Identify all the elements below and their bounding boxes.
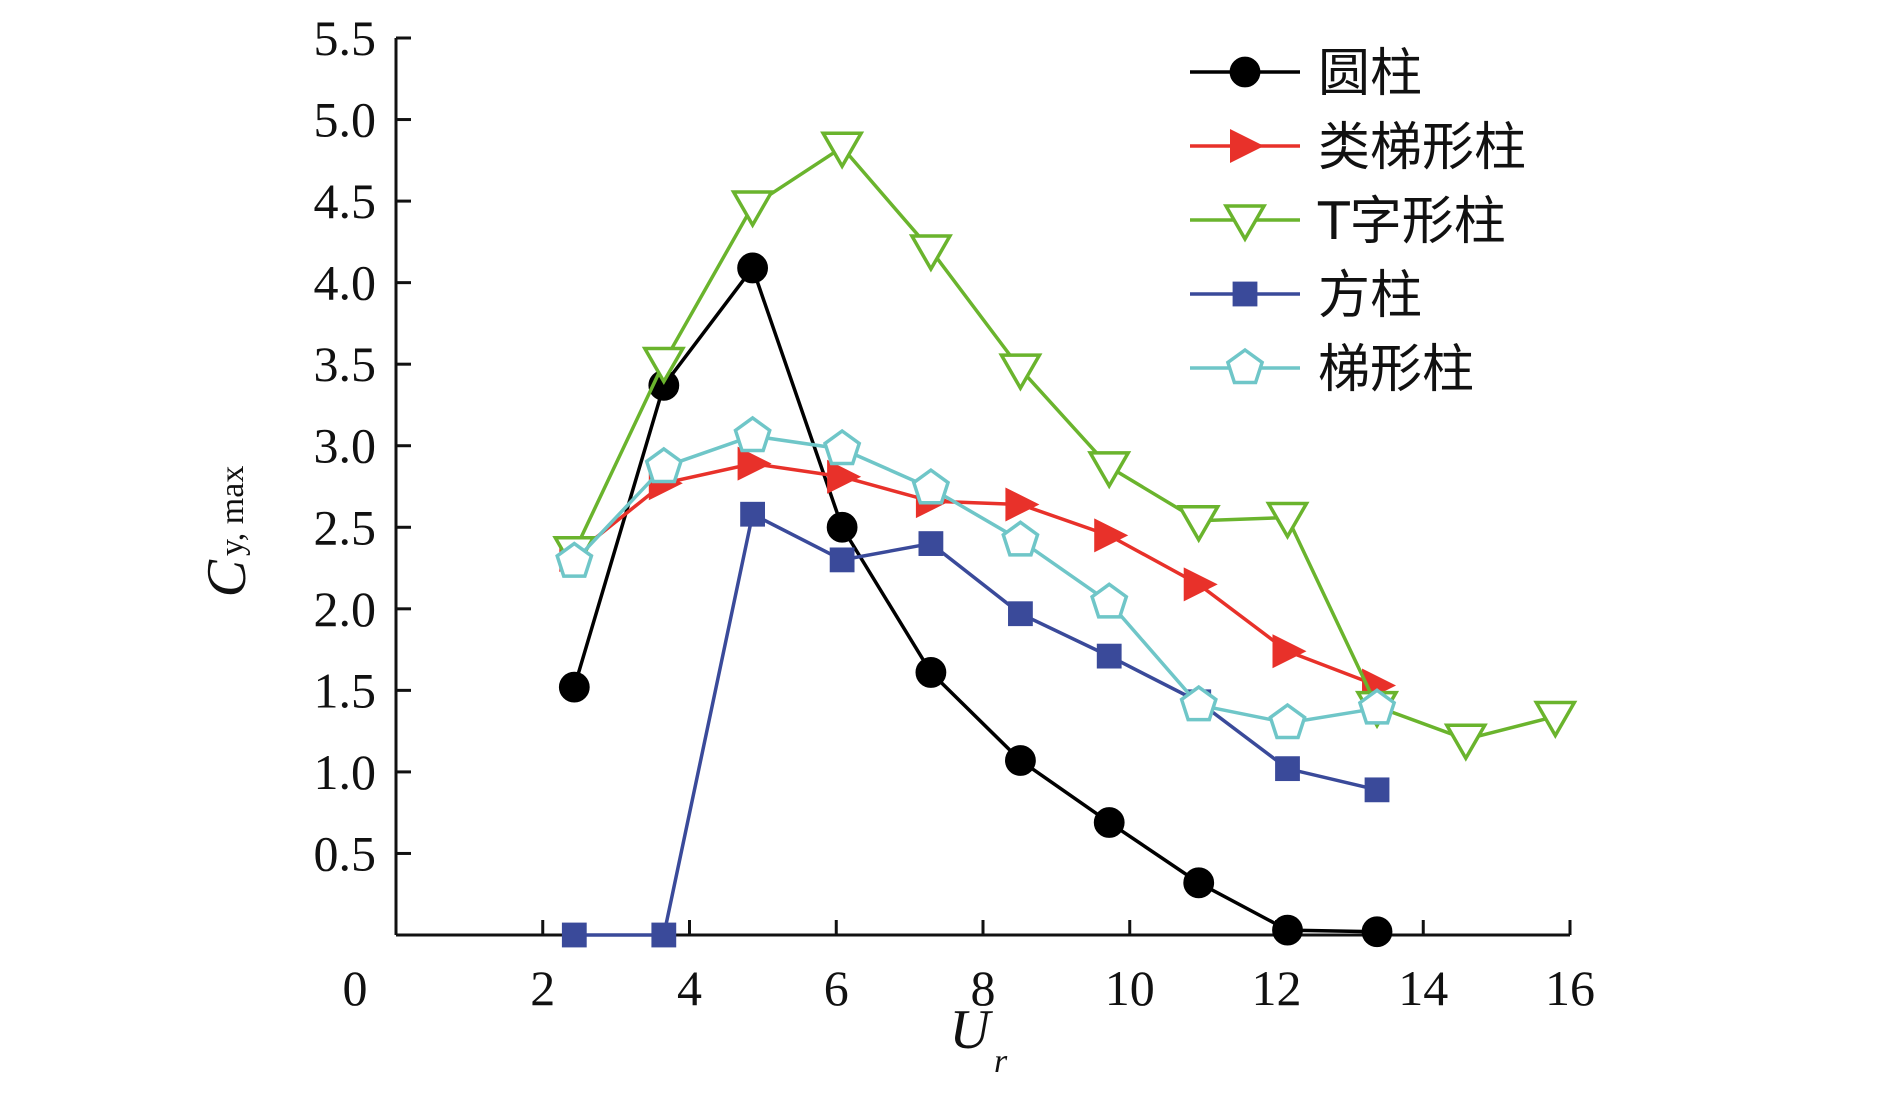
legend-marker <box>1222 204 1268 243</box>
legend-label: 圆柱 <box>1318 44 1422 104</box>
data-point <box>1183 567 1218 602</box>
y-tick-label: 1.5 <box>314 662 377 718</box>
data-point <box>644 446 683 484</box>
y-tick-label: 4.5 <box>314 173 377 229</box>
data-point <box>1268 702 1307 740</box>
data-point <box>641 346 686 386</box>
data-point <box>1272 914 1303 946</box>
series-layer <box>552 131 1578 948</box>
legend-entry: 方柱 <box>1190 266 1422 326</box>
y-tick-label: 5.0 <box>314 92 377 148</box>
x-tick-label: 4 <box>677 960 702 1016</box>
x-tick-label: 8 <box>971 960 996 1016</box>
data-point <box>911 467 951 505</box>
y-axis-title-sub: y, max <box>214 466 251 556</box>
data-point <box>1090 582 1129 619</box>
data-point <box>820 131 865 170</box>
legend-label: 类梯形柱 <box>1318 118 1526 178</box>
legend-marker <box>1225 347 1265 385</box>
data-point <box>1272 634 1307 669</box>
data-point <box>1001 520 1040 557</box>
data-point <box>1179 684 1218 722</box>
x-axis-title-main: U <box>950 999 994 1061</box>
x-axis-title: U r <box>950 999 1008 1080</box>
data-point <box>1265 501 1310 540</box>
legend-entry: 圆柱 <box>1190 44 1422 104</box>
data-point <box>561 922 587 948</box>
x-tick-label: 2 <box>530 960 555 1016</box>
x-tick-label: 6 <box>824 960 849 1016</box>
data-point <box>1364 777 1390 803</box>
data-point <box>918 531 944 556</box>
y-tick-label: 3.5 <box>314 336 377 392</box>
series-2 <box>559 446 1397 703</box>
series-5 <box>555 415 1397 740</box>
y-axis-title-main: C <box>196 559 258 597</box>
data-point <box>737 446 772 481</box>
x-tick-label: 14 <box>1398 960 1448 1016</box>
y-tick-label: 3.0 <box>314 418 377 474</box>
origin-label: 0 <box>343 960 368 1016</box>
data-point <box>1005 745 1036 776</box>
legend-label: 梯形柱 <box>1318 340 1474 400</box>
data-point <box>737 252 769 284</box>
data-point <box>1008 601 1033 627</box>
x-tick-label: 10 <box>1105 960 1155 1016</box>
series-line <box>572 264 1378 934</box>
data-point <box>827 459 862 494</box>
data-point <box>1093 807 1125 838</box>
data-point <box>822 428 862 466</box>
series-4 <box>561 501 1390 948</box>
data-point <box>1275 756 1300 782</box>
axes: 0.5 1.0 1.5 2.0 2.5 3.0 3.5 4.0 4.5 5.0 5.5 2 4 6 8 10 1… <box>314 10 1596 1016</box>
legend-marker <box>1229 56 1261 88</box>
legend-entry: 梯形柱 <box>1190 340 1474 400</box>
y-tick-label: 0.5 <box>314 825 377 881</box>
data-point <box>1096 643 1122 669</box>
x-axis-title-sub: r <box>994 1043 1008 1080</box>
data-point <box>998 353 1043 392</box>
legend-entry: T字形柱 <box>1190 192 1506 252</box>
data-point <box>555 541 594 578</box>
data-point <box>1094 518 1129 553</box>
series-line <box>574 511 1378 937</box>
data-point <box>908 234 953 273</box>
data-point <box>915 657 947 688</box>
data-point <box>740 501 766 527</box>
y-tick-label: 4.0 <box>314 255 377 311</box>
y-tick-label: 1.0 <box>314 744 377 800</box>
data-point <box>826 511 858 543</box>
legend-marker <box>1230 129 1264 163</box>
data-point <box>1533 700 1578 739</box>
legend-marker <box>1232 281 1258 307</box>
data-point <box>733 415 772 453</box>
data-point <box>1361 916 1393 948</box>
data-point <box>730 190 775 229</box>
legend-label: 方柱 <box>1318 266 1422 326</box>
y-tick-label: 5.5 <box>314 10 377 66</box>
data-point <box>651 922 677 948</box>
series-line <box>573 434 1378 725</box>
data-point <box>558 671 590 703</box>
data-point <box>1176 504 1221 544</box>
y-tick-label: 2.0 <box>314 581 377 637</box>
y-tick-label: 2.5 <box>314 499 377 555</box>
data-point <box>829 547 855 573</box>
legend-label: T字形柱 <box>1317 192 1506 252</box>
x-tick-label: 16 <box>1545 960 1595 1016</box>
y-axis-title: C y, max <box>196 466 258 598</box>
data-point <box>1005 487 1040 522</box>
data-point <box>1087 451 1132 490</box>
data-point <box>1183 867 1215 899</box>
data-point <box>1443 723 1488 762</box>
series-line <box>573 461 1378 688</box>
x-tick-label: 12 <box>1252 960 1302 1016</box>
data-point <box>1357 688 1397 725</box>
legend-entry: 类梯形柱 <box>1190 118 1526 178</box>
series-1 <box>558 252 1393 948</box>
